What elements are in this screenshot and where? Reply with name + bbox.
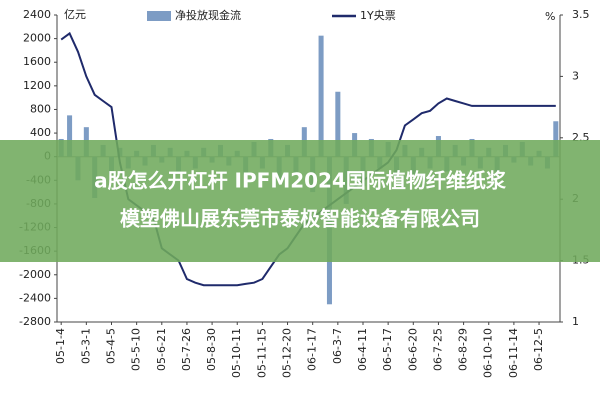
overlay-banner <box>0 140 600 262</box>
x-tick-label: 06-5-17 <box>381 328 394 371</box>
bar <box>318 35 324 157</box>
legend-swatch <box>147 11 171 21</box>
x-tick-label: 05-10-11 <box>230 328 243 378</box>
y-tick-label: 2000 <box>23 32 51 45</box>
x-tick-label: 06-3-7 <box>331 328 344 364</box>
x-tick-label: 06-11-14 <box>507 328 520 378</box>
overlay-text: a股怎么开杠杆 IPFM2024国际植物纤维纸浆 <box>94 169 507 193</box>
x-tick-label: 06-10-10 <box>482 328 495 378</box>
y-tick-label: 1600 <box>23 55 51 68</box>
y2-unit: % <box>545 10 555 23</box>
y-tick-label: -2800 <box>19 315 51 328</box>
y2-tick-label: 1 <box>572 315 579 328</box>
x-tick-label: 06-8-29 <box>457 328 470 371</box>
x-tick-label: 05-1-4 <box>54 328 67 364</box>
x-tick-label: 05-5-10 <box>130 328 143 371</box>
overlay-text: 模塑佛山展东莞市泰极智能设备有限公司 <box>120 207 480 231</box>
legend-label: 1Y央票 <box>360 9 396 22</box>
y2-tick-label: 3 <box>572 69 579 82</box>
x-tick-label: 06-6-20 <box>406 328 419 371</box>
y-tick-label: 400 <box>30 126 51 139</box>
x-tick-label: 06-12-5 <box>532 328 545 371</box>
y-unit: 亿元 <box>64 8 86 21</box>
y-tick-label: 800 <box>30 102 51 115</box>
x-tick-label: 05-6-21 <box>155 328 168 371</box>
x-tick-label: 05-4-5 <box>104 328 117 364</box>
y2-tick-label: 3.5 <box>572 8 590 21</box>
x-tick-label: 06-4-11 <box>356 328 369 371</box>
x-tick-label: 06-7-25 <box>431 328 444 371</box>
y-tick-label: 1200 <box>23 79 51 92</box>
x-tick-label: 05-11-15 <box>255 328 268 378</box>
x-tick-label: 05-8-30 <box>205 328 218 371</box>
y-tick-label: -2400 <box>19 291 51 304</box>
bar <box>553 121 559 157</box>
bar <box>335 91 341 157</box>
x-tick-label: 05-3-1 <box>79 328 92 364</box>
x-tick-label: 05-7-26 <box>180 328 193 371</box>
legend-label: 净投放现金流 <box>175 8 241 22</box>
y-tick-label: 2400 <box>23 8 51 21</box>
bar <box>67 115 73 157</box>
x-tick-label: 05-12-20 <box>281 328 294 378</box>
x-tick-label: 06-1-17 <box>306 328 319 371</box>
y-tick-label: -2000 <box>19 268 51 281</box>
